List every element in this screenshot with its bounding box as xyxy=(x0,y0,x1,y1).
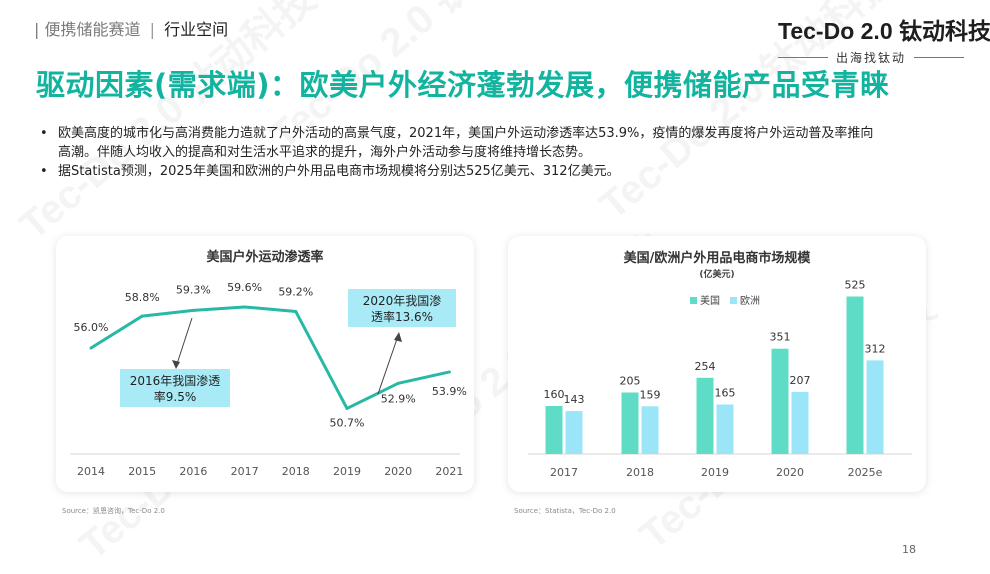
bar-value-label: 143 xyxy=(564,393,585,406)
bar-value-label: 165 xyxy=(715,387,736,400)
bar xyxy=(771,348,789,454)
bar-chart-title: 美国/欧洲户外用品电商市场规模 xyxy=(624,250,812,266)
data-point xyxy=(243,305,247,309)
bar-value-label: 160 xyxy=(544,388,565,401)
bar-value-label: 205 xyxy=(620,375,641,388)
data-point xyxy=(294,310,298,314)
bullet-list: 欧美高度的城市化与高消费能力造就了户外活动的高景气度，2021年，美国户外运动渗… xyxy=(40,124,880,181)
bar xyxy=(565,411,583,454)
annotation-text: 2020年我国渗 xyxy=(363,293,442,308)
data-label: 52.9% xyxy=(381,392,416,405)
data-point xyxy=(396,381,400,385)
data-label: 53.9% xyxy=(432,385,467,398)
bar xyxy=(866,360,884,454)
line-chart: 美国户外运动渗透率 56.0% 58.8% 59.3% 59.6% 59.2% 50.7% 5… xyxy=(70,249,467,478)
bar xyxy=(791,391,809,454)
brand-slogan: 出海找钛动 xyxy=(836,51,907,65)
bar-value-label: 207 xyxy=(790,374,811,387)
breadcrumb-current: 行业空间 xyxy=(164,20,229,39)
x-tick-label: 2018 xyxy=(282,465,310,478)
legend-swatch xyxy=(690,297,697,304)
bar-value-label: 254 xyxy=(695,360,716,373)
breadcrumb-section[interactable]: 便携储能赛道 xyxy=(44,20,141,39)
brand-logo: Tec-Do 2.0 钛动科技 出海找钛动 xyxy=(778,12,990,66)
bar xyxy=(696,377,714,454)
data-label: 59.3% xyxy=(176,283,211,296)
data-point xyxy=(89,346,93,350)
annotation-box xyxy=(120,369,230,407)
data-label: 59.6% xyxy=(227,281,262,294)
x-tick-label: 2021 xyxy=(435,465,463,478)
x-tick-label: 2019 xyxy=(701,466,729,479)
data-point xyxy=(140,314,144,318)
brand-slogan-row: 出海找钛动 xyxy=(778,49,965,66)
bar-chart-card: 美国/欧洲户外用品电商市场规模 (亿美元) 美国 欧洲 160 143 2017 205 159… xyxy=(508,236,926,492)
annotation-text: 率9.5% xyxy=(154,389,197,404)
data-label: 58.8% xyxy=(125,291,160,304)
x-tick-label: 2014 xyxy=(77,465,105,478)
line-chart-source: Source：凯恩咨询，Tec-Do 2.0 xyxy=(62,507,165,515)
x-tick-label: 2020 xyxy=(384,465,412,478)
legend-swatch xyxy=(730,297,737,304)
legend-label: 美国 xyxy=(700,294,720,307)
data-point xyxy=(447,370,451,374)
bullet-item: 欧美高度的城市化与高消费能力造就了户外活动的高景气度，2021年，美国户外运动渗… xyxy=(40,124,880,162)
annotation-box xyxy=(348,289,456,327)
slogan-divider-left xyxy=(778,57,828,58)
brand-name: Tec-Do 2.0 钛动科技 xyxy=(778,18,990,44)
x-tick-label: 2017 xyxy=(231,465,259,478)
x-tick-label: 2025e xyxy=(848,466,883,479)
data-label: 59.2% xyxy=(278,286,313,299)
annotation-arrow-head xyxy=(172,360,180,369)
x-tick-label: 2016 xyxy=(179,465,207,478)
slogan-divider-right xyxy=(914,57,965,58)
bar xyxy=(621,392,639,454)
annotation-arrow-head xyxy=(394,332,402,342)
page-number: 18 xyxy=(902,543,916,556)
series-line xyxy=(90,305,450,410)
bar xyxy=(545,406,563,454)
legend-label: 欧洲 xyxy=(740,295,760,307)
annotation-arrow xyxy=(377,335,399,395)
bar-value-label: 351 xyxy=(770,331,791,344)
breadcrumb-prefix: | xyxy=(34,20,40,39)
x-tick-label: 2020 xyxy=(776,466,804,479)
bar xyxy=(716,404,734,454)
page-title: 驱动因素(需求端)：欧美户外经济蓬勃发展，便携储能产品受青睐 xyxy=(36,68,890,102)
bar xyxy=(641,406,659,454)
bar-chart-source: Source：Statista，Tec-Do 2.0 xyxy=(514,507,616,515)
x-tick-label: 2019 xyxy=(333,465,361,478)
bar-chart: 美国/欧洲户外用品电商市场规模 (亿美元) 美国 欧洲 160 143 2017 205159… xyxy=(528,250,912,479)
line-chart-title: 美国户外运动渗透率 xyxy=(206,249,323,265)
bar-value-label: 525 xyxy=(845,279,866,292)
breadcrumb-separator: | xyxy=(149,20,155,39)
bar xyxy=(846,296,864,454)
x-tick-label: 2015 xyxy=(128,465,156,478)
bar-value-label: 159 xyxy=(640,388,661,401)
bar-value-label: 312 xyxy=(865,342,886,355)
data-point xyxy=(345,406,349,410)
data-point xyxy=(191,308,195,312)
data-label: 56.0% xyxy=(74,321,109,334)
data-label: 50.7% xyxy=(330,416,365,429)
x-tick-label: 2018 xyxy=(626,466,654,479)
annotation-text: 2016年我国渗透 xyxy=(130,373,221,388)
bar-chart-subtitle: (亿美元) xyxy=(699,268,734,280)
bullet-item: 据Statista预测，2025年美国和欧洲的户外用品电商市场规模将分别达525… xyxy=(40,162,880,181)
line-chart-card: 美国户外运动渗透率 56.0% 58.8% 59.3% 59.6% 59.2% 50.7% 5… xyxy=(56,236,474,492)
annotation-arrow xyxy=(175,317,193,368)
x-tick-label: 2017 xyxy=(550,466,578,479)
breadcrumb: | 便携储能赛道 | 行业空间 xyxy=(34,16,228,40)
annotation-text: 透率13.6% xyxy=(371,309,433,324)
